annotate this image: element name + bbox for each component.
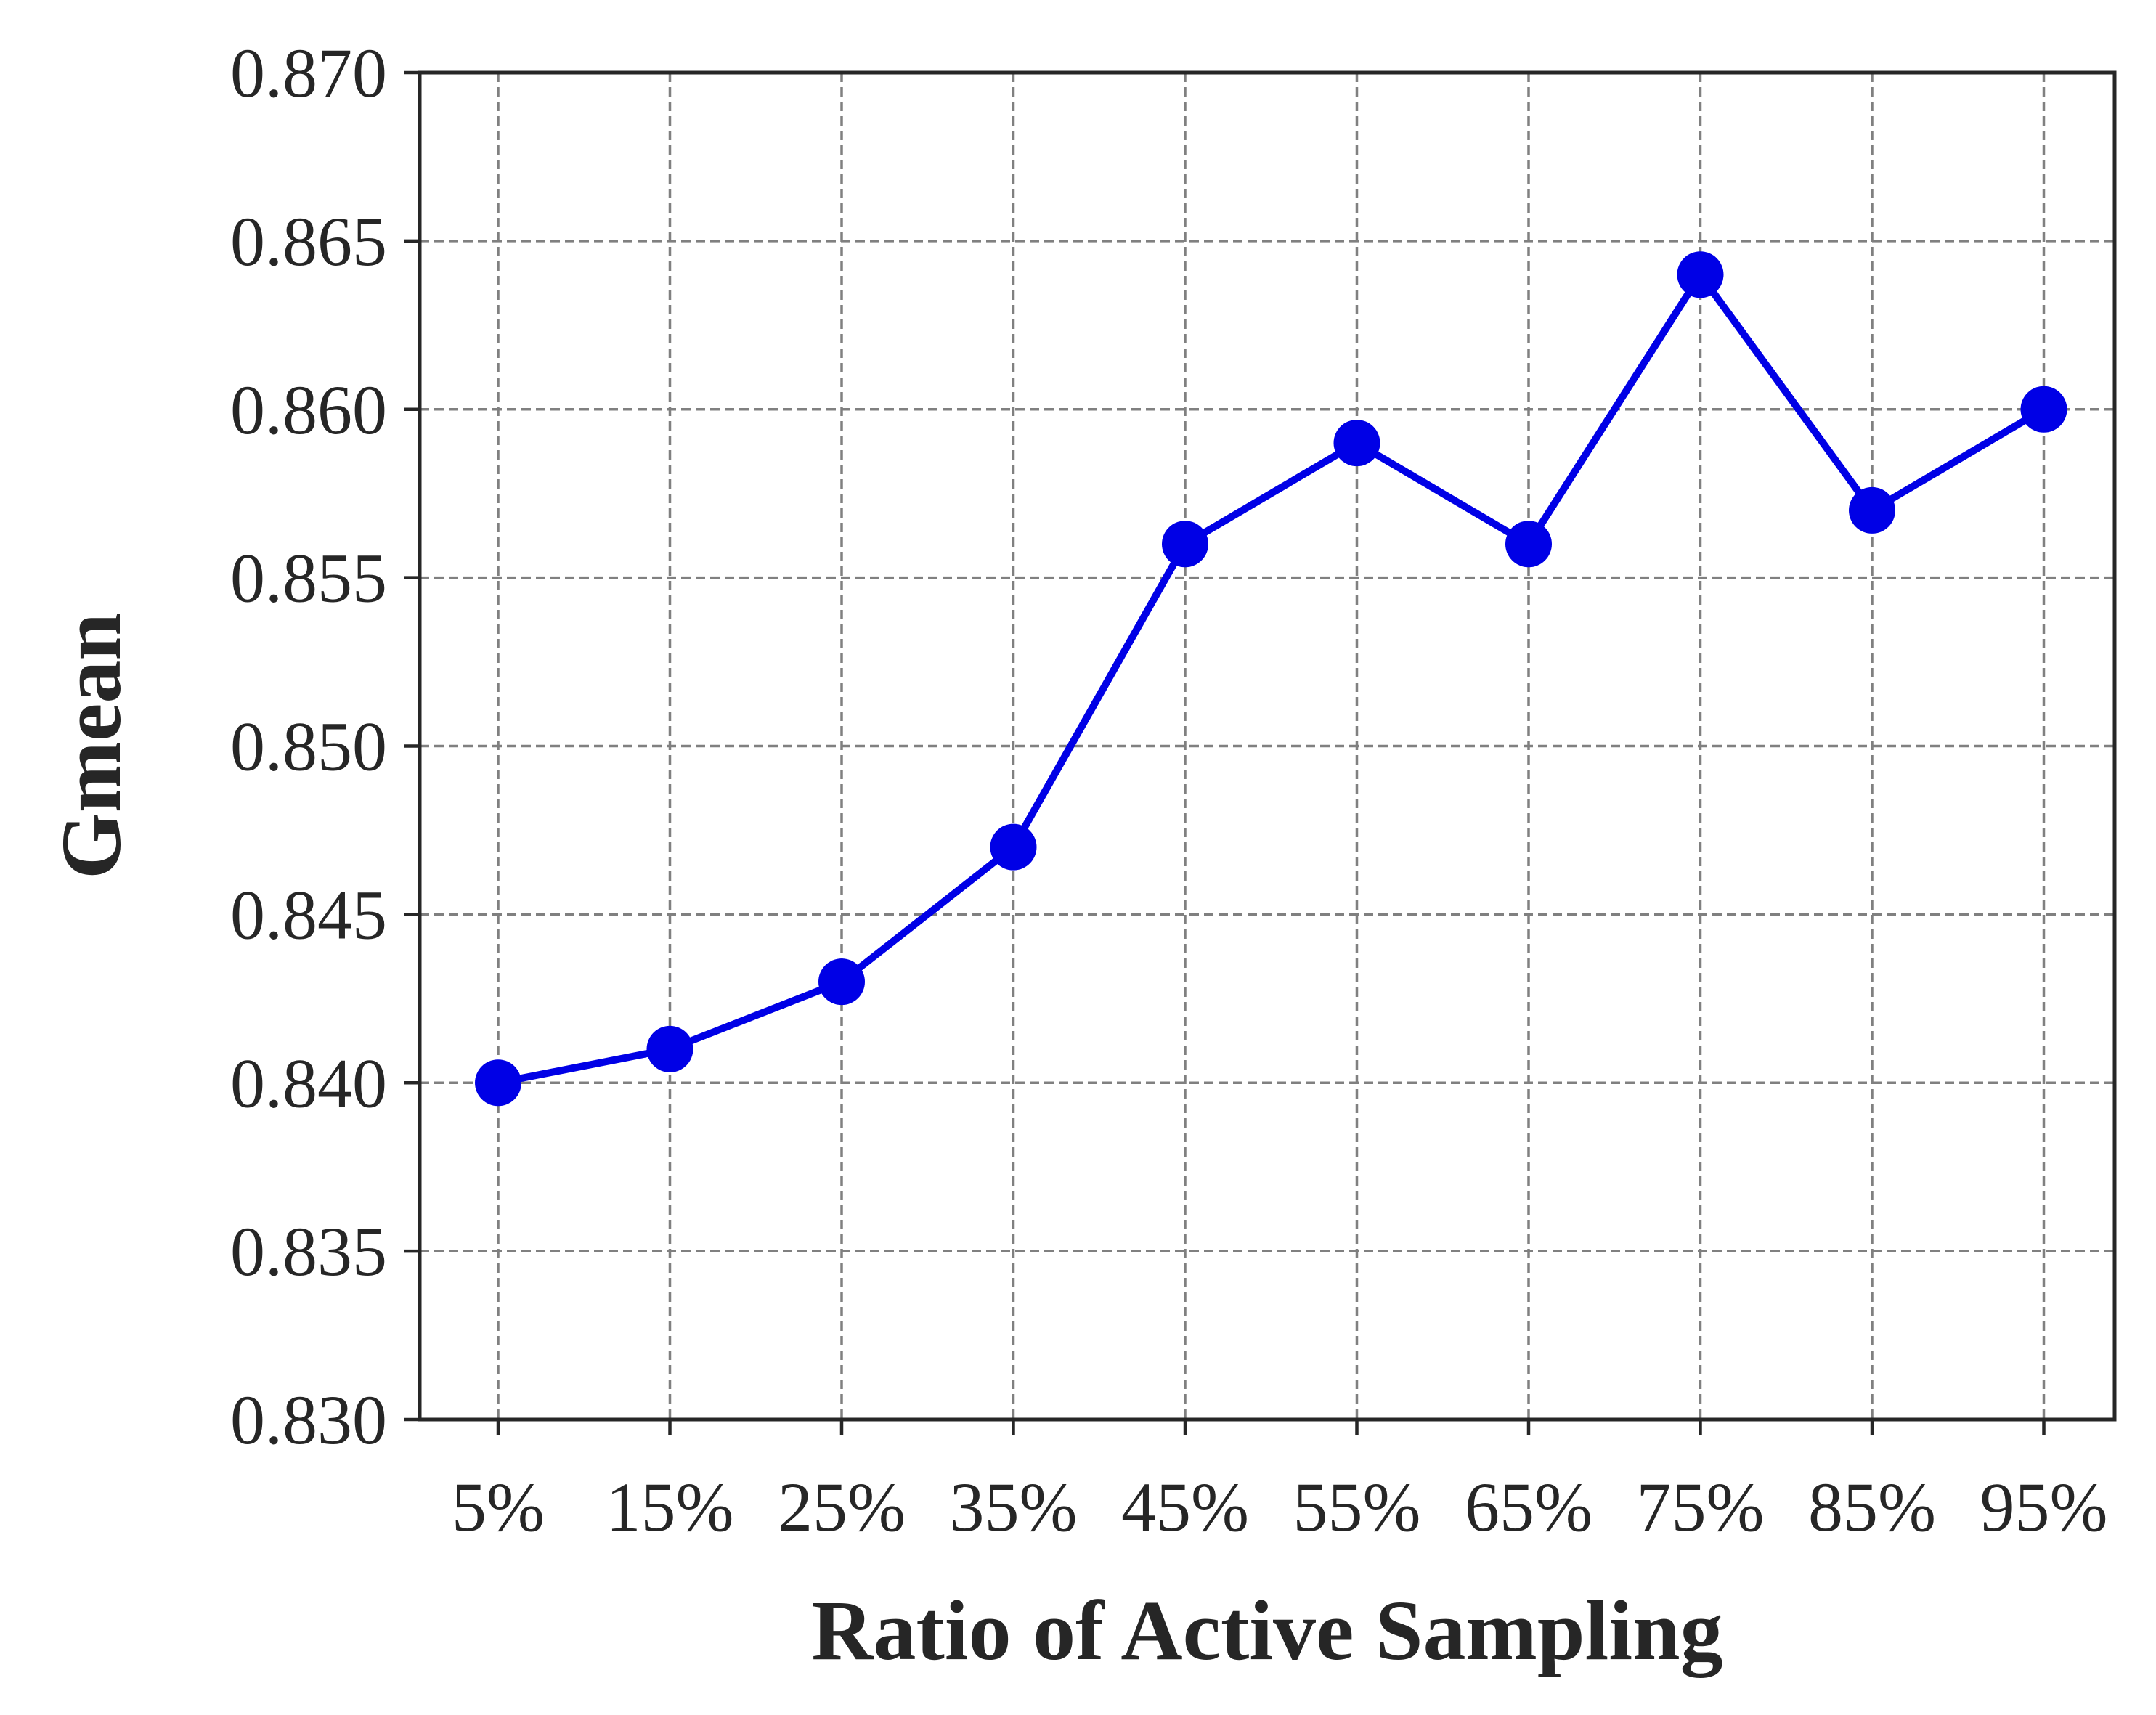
y-axis-label: Gmean xyxy=(44,613,139,879)
x-tick-label: 95% xyxy=(1980,1468,2108,1546)
x-tick-label: 85% xyxy=(1808,1468,1936,1546)
series-line xyxy=(497,271,2046,1087)
y-tick-label: 0.860 xyxy=(230,371,387,449)
x-axis-label: Ratio of Active Sampling xyxy=(811,1583,1722,1678)
y-tick-label: 0.845 xyxy=(230,876,387,953)
y-tick-label: 0.835 xyxy=(230,1213,387,1290)
x-tick-label: 35% xyxy=(950,1468,1078,1546)
x-tick-label: 65% xyxy=(1465,1468,1592,1546)
data-point xyxy=(1677,251,1724,298)
y-tick-label: 0.850 xyxy=(230,708,387,786)
y-tick-label: 0.840 xyxy=(230,1044,387,1122)
data-point xyxy=(2020,386,2067,433)
x-tick-label: 15% xyxy=(606,1468,734,1546)
data-point xyxy=(1333,420,1380,467)
x-tick-label: 25% xyxy=(778,1468,906,1546)
x-tick-label: 45% xyxy=(1121,1468,1249,1546)
data-point xyxy=(1849,486,1895,534)
data-point xyxy=(475,1059,521,1107)
data-point xyxy=(1505,521,1552,568)
data-point xyxy=(646,1025,693,1072)
ticks xyxy=(404,70,2046,1435)
tick-labels: 5% 15% 25% 35% 45% 55% 65% 75% 85% 95% 0.830 0.835 0… xyxy=(230,34,2107,1546)
y-tick-label: 0.855 xyxy=(230,539,387,617)
data-point xyxy=(818,958,865,1006)
y-tick-label: 0.870 xyxy=(230,34,387,112)
series-layer xyxy=(475,251,2067,1107)
y-tick-label: 0.865 xyxy=(230,203,387,280)
x-tick-label: 75% xyxy=(1637,1468,1765,1546)
grid xyxy=(420,73,2115,1419)
y-tick-label: 0.830 xyxy=(230,1381,387,1459)
data-point xyxy=(1162,521,1208,568)
x-tick-label: 55% xyxy=(1293,1468,1421,1546)
data-point xyxy=(990,823,1037,871)
x-tick-label: 5% xyxy=(452,1468,545,1546)
